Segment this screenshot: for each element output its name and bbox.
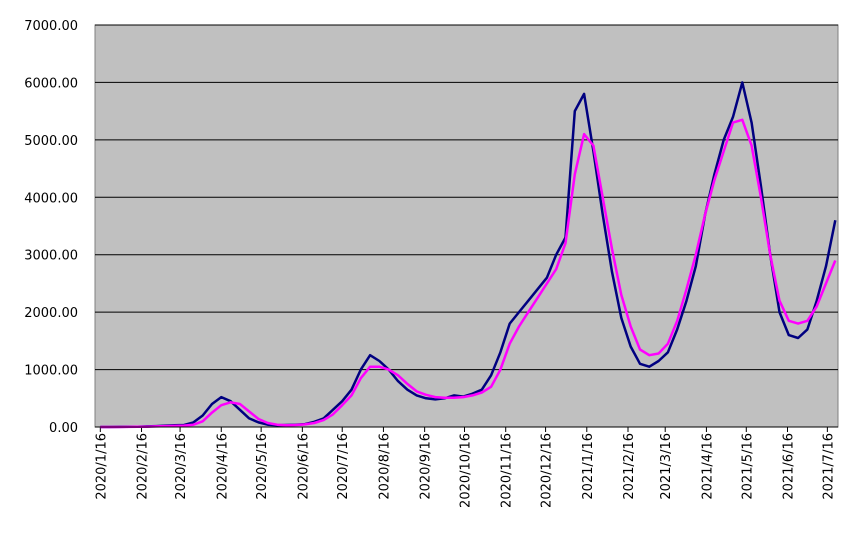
y-tick-label: 3000.00	[24, 249, 78, 264]
y-tick-label: 1000.00	[24, 364, 78, 379]
x-tick-label: 2020/4/16	[215, 433, 230, 500]
x-tick-label: 2020/3/16	[174, 433, 189, 500]
y-tick-label: 0.00	[49, 421, 78, 436]
x-tick-label: 2020/1/16	[94, 433, 109, 500]
plot-area	[94, 24, 839, 428]
y-tick-label: 4000.00	[24, 191, 78, 206]
y-tick-label: 5000.00	[24, 134, 78, 149]
x-tick-label: 2020/5/16	[255, 433, 270, 500]
y-tick-label: 6000.00	[24, 76, 78, 91]
x-tick-label: 2020/12/16	[540, 433, 555, 508]
x-tick-label: 2021/1/16	[581, 433, 596, 500]
x-tick-label: 2020/7/16	[336, 433, 351, 500]
x-tick-label: 2021/2/16	[622, 433, 637, 500]
x-tick-label: 2021/3/16	[659, 433, 674, 500]
y-tick-label: 7000.00	[24, 19, 78, 34]
x-tick-label: 2020/8/16	[377, 433, 392, 500]
x-tick-label: 2020/9/16	[419, 433, 434, 500]
x-tick-label: 2021/6/16	[781, 433, 796, 500]
x-tick-label: 2021/5/16	[740, 433, 755, 500]
y-tick-label: 2000.00	[24, 306, 78, 321]
x-tick-label: 2020/2/16	[136, 433, 151, 500]
x-tick-label: 2021/4/16	[700, 433, 715, 500]
x-tick-label: 2020/10/16	[459, 433, 474, 508]
x-tick-label: 2021/7/16	[821, 433, 836, 500]
x-tick-label: 2020/6/16	[296, 433, 311, 500]
x-tick-label: 2020/11/16	[500, 433, 515, 508]
series-line	[100, 118, 837, 429]
